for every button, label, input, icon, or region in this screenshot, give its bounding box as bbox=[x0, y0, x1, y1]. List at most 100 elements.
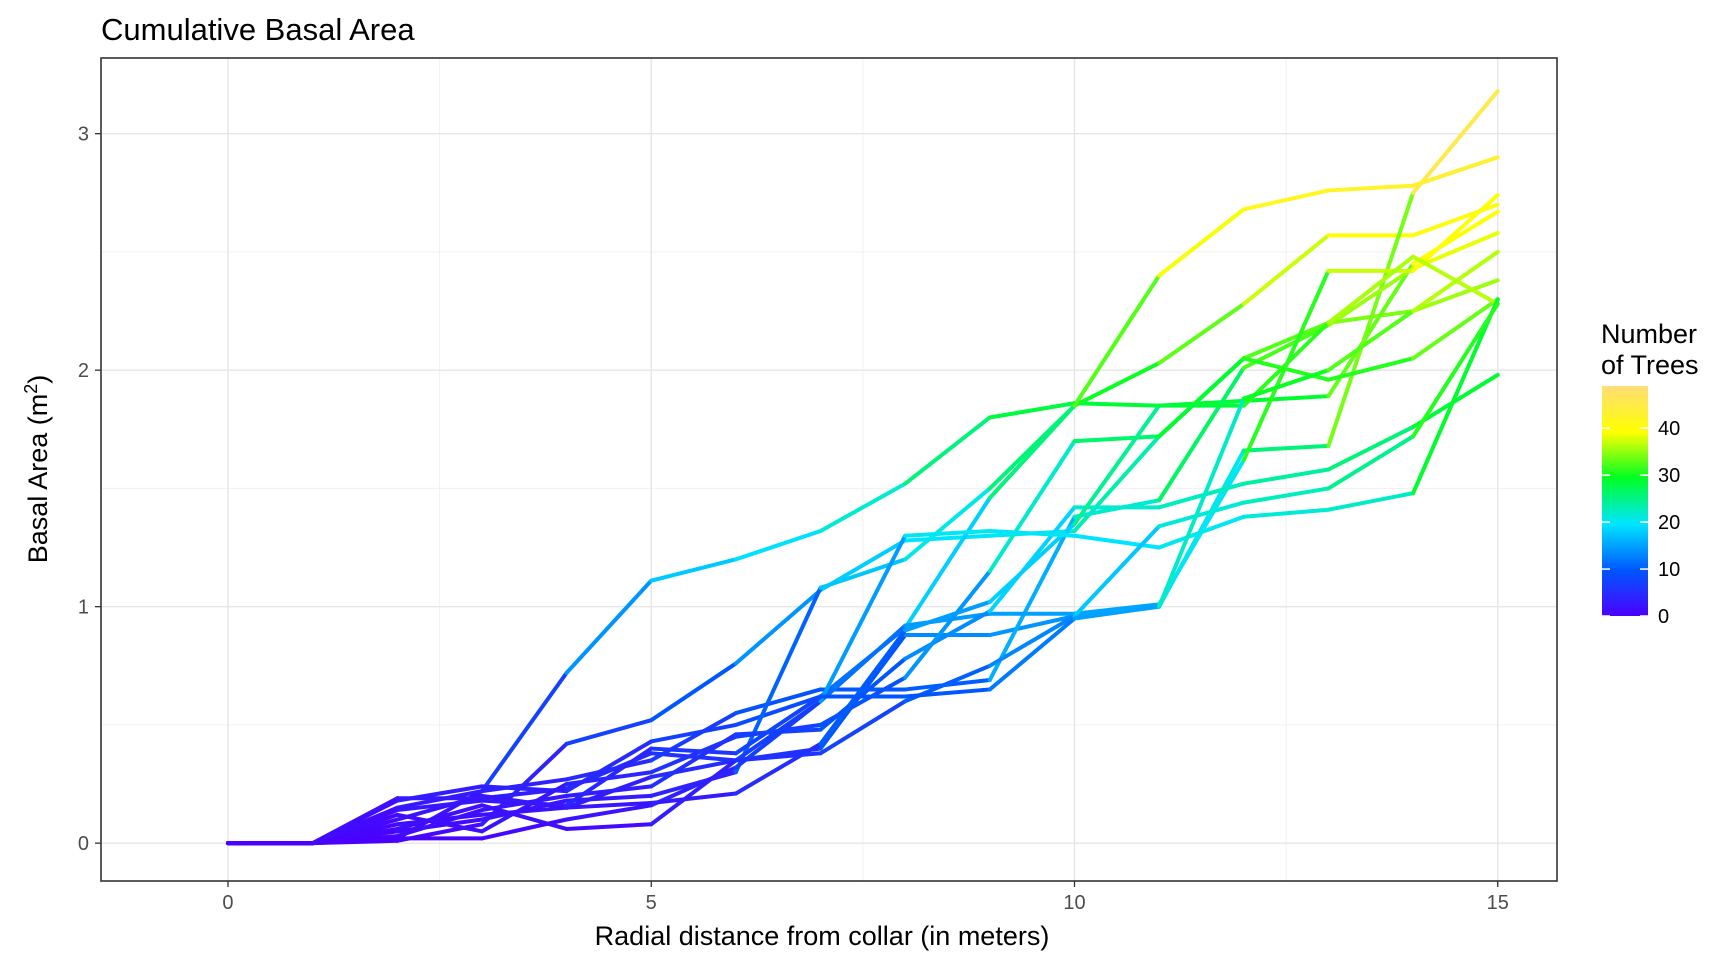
series-segment bbox=[1157, 207, 1246, 278]
series-segment bbox=[1072, 361, 1162, 408]
series-segment bbox=[395, 798, 484, 813]
series-segment bbox=[903, 687, 992, 699]
series-segment bbox=[564, 746, 654, 808]
series-segment bbox=[1241, 188, 1331, 212]
series-segment bbox=[564, 800, 654, 810]
series-segment bbox=[987, 401, 1077, 420]
series-segment bbox=[1241, 233, 1331, 306]
series-segment bbox=[1411, 297, 1500, 361]
series-segment bbox=[1241, 368, 1331, 401]
series-segment bbox=[395, 803, 484, 831]
series-segment bbox=[649, 791, 738, 805]
series-segment bbox=[479, 805, 569, 817]
series-segment bbox=[1411, 209, 1500, 266]
series-segment bbox=[1157, 356, 1246, 439]
chart-title: Cumulative Basal Area bbox=[101, 12, 415, 47]
series-segment bbox=[1411, 278, 1500, 314]
series-segment bbox=[903, 609, 992, 661]
x-tick-label: 10 bbox=[1063, 892, 1085, 914]
y-axis: 0 1 2 3 bbox=[78, 124, 101, 855]
series-segment bbox=[310, 826, 400, 846]
series-segment bbox=[733, 528, 823, 562]
series-segment bbox=[818, 623, 908, 704]
series-segment bbox=[987, 528, 1077, 538]
series-segment bbox=[1157, 514, 1246, 550]
legend-title-line1: Number bbox=[1601, 319, 1697, 349]
series-segment bbox=[903, 528, 992, 538]
series-segment bbox=[733, 699, 823, 770]
series-segment bbox=[1326, 356, 1416, 382]
series-segment bbox=[733, 751, 823, 763]
legend-title-line2: of Trees bbox=[1601, 350, 1699, 380]
series-segment bbox=[1326, 434, 1416, 491]
series-segment bbox=[1326, 491, 1416, 512]
series-segment bbox=[1326, 190, 1416, 448]
series-segment bbox=[649, 722, 738, 744]
series-segment bbox=[479, 777, 569, 794]
plot-area bbox=[101, 58, 1557, 881]
series-segment bbox=[1411, 297, 1500, 496]
series-segment bbox=[1241, 320, 1331, 361]
series-line bbox=[225, 249, 1500, 846]
x-axis: 0 5 10 15 bbox=[222, 881, 1509, 914]
series-segment bbox=[649, 758, 738, 779]
series-segment bbox=[479, 817, 569, 841]
series-segment bbox=[903, 495, 992, 630]
series-segment bbox=[733, 741, 823, 796]
series-segment bbox=[1326, 266, 1416, 328]
series-segment bbox=[733, 694, 823, 727]
series-segment bbox=[1157, 500, 1246, 529]
series-segment bbox=[818, 628, 908, 746]
series-segment bbox=[987, 614, 1077, 668]
series-segment bbox=[1072, 524, 1162, 619]
series-segment bbox=[479, 803, 569, 831]
series-segment bbox=[1157, 481, 1246, 510]
series-segment bbox=[649, 765, 738, 808]
x-tick-label: 5 bbox=[646, 892, 657, 914]
series-segment bbox=[649, 661, 738, 723]
series-segment bbox=[395, 812, 484, 834]
series-segment bbox=[1072, 604, 1162, 621]
series-segment bbox=[818, 533, 908, 704]
series-segment bbox=[1411, 249, 1500, 314]
series-segment bbox=[395, 789, 484, 810]
y-axis-title-superscript: 2 bbox=[21, 384, 41, 394]
color-legend: Number of Trees 0 10 20 30 40 bbox=[1601, 319, 1699, 628]
series-segment bbox=[564, 793, 654, 803]
x-tick-label: 0 bbox=[222, 892, 233, 914]
series-segment bbox=[1072, 533, 1162, 550]
plot-border bbox=[100, 57, 1558, 882]
series-segment bbox=[395, 817, 484, 834]
series-segment bbox=[987, 439, 1077, 574]
series-segment bbox=[564, 718, 654, 746]
series-segment bbox=[987, 505, 1077, 614]
series-segment bbox=[564, 758, 654, 782]
series-line bbox=[225, 202, 1500, 846]
series-segment bbox=[310, 808, 400, 846]
legend-tick-label: 40 bbox=[1658, 418, 1680, 440]
series-segment bbox=[649, 770, 738, 798]
series-segment bbox=[1157, 301, 1246, 366]
series-segment bbox=[1241, 443, 1331, 453]
series-segment bbox=[1326, 183, 1416, 193]
series-segment bbox=[1411, 89, 1500, 195]
series-segment bbox=[733, 722, 823, 739]
series-segment bbox=[1241, 467, 1331, 486]
x-tick-label: 15 bbox=[1487, 892, 1509, 914]
series-segment bbox=[1326, 424, 1416, 472]
series-lines bbox=[225, 89, 1500, 846]
series-segment bbox=[903, 415, 992, 486]
y-tick-label: 2 bbox=[78, 360, 89, 382]
series-segment bbox=[564, 822, 654, 831]
series-segment bbox=[987, 616, 1077, 692]
series-segment bbox=[1072, 434, 1162, 444]
series-segment bbox=[1411, 193, 1500, 273]
series-segment bbox=[1072, 403, 1162, 526]
series-segment bbox=[818, 699, 908, 756]
series-segment bbox=[903, 569, 992, 680]
series-segment bbox=[903, 533, 992, 543]
series-segment bbox=[1157, 396, 1246, 609]
series-segment bbox=[733, 694, 823, 756]
y-axis-title-suffix: ) bbox=[23, 375, 53, 384]
series-segment bbox=[649, 734, 738, 775]
